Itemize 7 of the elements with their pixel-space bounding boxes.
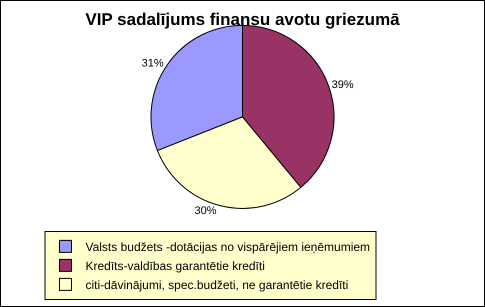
legend-label: Kredīts-valdības garantētie kredīti [85, 259, 265, 274]
chart-title: VIP sadalījums finansu avotu griezumā [85, 10, 400, 30]
data-label: 39% [332, 79, 354, 92]
legend-label: Valsts budžets -dotācijas no vispārējiem ieņēmumiem [85, 240, 370, 254]
legend-label: citi-dāvinājumi, spec.budžeti, ne garantētie kredīti [85, 278, 348, 292]
data-label: 31% [142, 58, 164, 70]
data-label: 30% [194, 205, 217, 218]
